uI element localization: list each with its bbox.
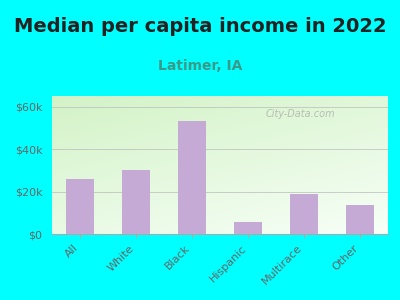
Bar [346,205,374,234]
Text: Median per capita income in 2022: Median per capita income in 2022 [14,17,386,37]
Text: Latimer, IA: Latimer, IA [158,59,242,73]
Text: City-Data.com: City-Data.com [266,109,336,119]
Bar [122,170,150,234]
Bar [234,222,262,234]
Bar [290,194,318,234]
Bar [66,179,94,234]
Bar [178,122,206,234]
